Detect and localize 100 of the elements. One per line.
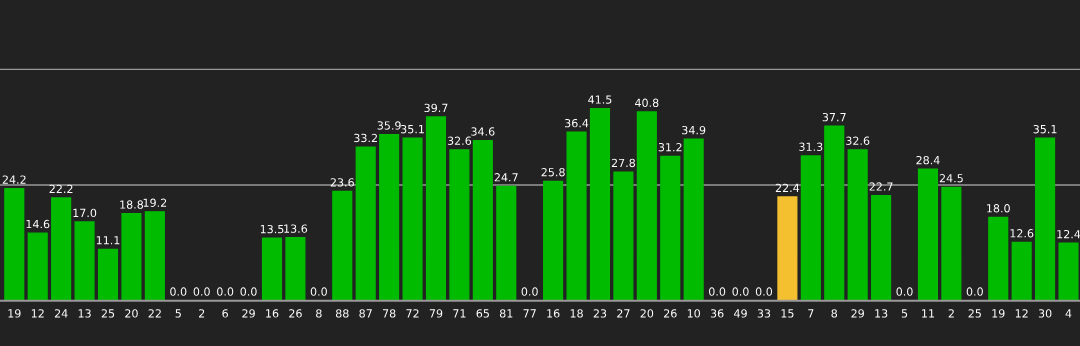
x-tick-label: 20 — [125, 309, 138, 318]
data-label: 0.0 — [217, 287, 234, 296]
x-tick-label: 11 — [922, 309, 934, 318]
data-label: 18.8 — [120, 200, 144, 209]
bar — [332, 190, 353, 301]
x-tick-label: 26 — [289, 309, 302, 318]
x-tick-label: 27 — [617, 309, 630, 318]
bar — [425, 116, 447, 301]
x-tick-label: 2 — [198, 309, 205, 318]
bar — [777, 196, 798, 301]
bar — [449, 149, 470, 301]
x-tick-label: 5 — [175, 309, 181, 318]
bar — [4, 188, 25, 301]
data-label: 28.4 — [916, 155, 940, 165]
bar — [1058, 242, 1079, 301]
data-label: 12.4 — [1057, 229, 1080, 239]
x-tick-label: 19 — [992, 309, 1005, 318]
x-tick-label: 20 — [640, 309, 654, 318]
data-label: 40.8 — [635, 98, 659, 108]
data-label: 24.5 — [939, 174, 963, 183]
data-label: 35.1 — [1033, 124, 1057, 134]
x-tick-label: 5 — [901, 309, 908, 318]
data-label: 0.0 — [755, 287, 773, 296]
data-label: 37.7 — [822, 112, 846, 122]
data-label: 22.2 — [49, 184, 73, 193]
data-label: 35.9 — [377, 121, 401, 130]
data-label: 34.9 — [682, 125, 706, 135]
bar — [683, 138, 704, 301]
bar — [355, 146, 376, 301]
data-label: 0.0 — [521, 287, 538, 296]
bar — [1035, 137, 1056, 301]
x-tick-label: 29 — [851, 309, 864, 318]
x-tick-label: 23 — [593, 309, 607, 318]
bar — [402, 137, 423, 301]
data-label: 22.7 — [869, 182, 893, 191]
x-tick-label: 25 — [968, 309, 981, 318]
bar — [74, 221, 95, 301]
data-label: 35.1 — [401, 124, 424, 134]
data-label: 36.4 — [565, 118, 589, 128]
data-label: 0.0 — [170, 287, 187, 296]
x-tick-label: 72 — [406, 309, 419, 318]
bar — [660, 155, 681, 301]
bar — [496, 185, 517, 301]
x-tick-label: 24 — [54, 309, 68, 318]
data-label: 27.8 — [611, 158, 636, 168]
data-label: 14.6 — [26, 219, 50, 229]
bar — [27, 232, 48, 301]
data-label: 41.5 — [588, 95, 612, 104]
bar — [121, 213, 142, 301]
bar — [51, 197, 72, 301]
bar — [472, 139, 493, 301]
bar — [144, 211, 165, 301]
bar — [636, 111, 657, 301]
bar — [613, 171, 634, 301]
x-tick-label: 19 — [8, 309, 21, 318]
x-tick-label: 15 — [781, 309, 794, 318]
data-label: 0.0 — [709, 287, 726, 296]
data-label: 24.7 — [494, 173, 518, 182]
bar — [566, 131, 587, 301]
data-label: 13.5 — [260, 224, 284, 234]
x-tick-label: 29 — [242, 309, 255, 318]
x-tick-label: 77 — [523, 309, 536, 318]
data-label: 0.0 — [966, 287, 983, 296]
x-tick-label: 12 — [31, 309, 44, 318]
bar — [261, 237, 283, 301]
x-tick-label: 36 — [710, 309, 724, 318]
data-label: 0.0 — [310, 287, 327, 296]
data-label: 31.3 — [799, 142, 823, 151]
data-label: 39.7 — [424, 103, 448, 113]
x-tick-label: 79 — [429, 309, 443, 318]
x-tick-label: 10 — [687, 309, 701, 318]
data-label: 32.6 — [447, 136, 472, 145]
bar — [988, 216, 1009, 301]
x-tick-label: 13 — [78, 309, 91, 318]
bar — [379, 133, 400, 301]
x-tick-label: 65 — [476, 309, 489, 318]
data-label: 24.2 — [2, 175, 26, 184]
bar — [941, 186, 962, 301]
x-tick-label: 30 — [1038, 309, 1052, 318]
x-tick-label: 12 — [1015, 309, 1028, 318]
bar — [824, 125, 845, 301]
data-label: 17.0 — [73, 208, 97, 218]
data-label: 25.8 — [541, 167, 565, 177]
data-label: 23.6 — [330, 178, 354, 187]
bar — [589, 108, 611, 301]
data-label: 22.4 — [775, 183, 800, 192]
data-label: 11.1 — [96, 236, 120, 245]
data-label: 0.0 — [732, 287, 749, 296]
x-tick-label: 26 — [664, 309, 677, 318]
data-label: 19.2 — [143, 198, 167, 207]
x-tick-label: 6 — [222, 309, 228, 318]
data-label: 0.0 — [193, 287, 210, 296]
data-label: 33.2 — [354, 133, 377, 143]
x-tick-label: 88 — [335, 309, 349, 318]
data-label: 12.6 — [1010, 229, 1034, 238]
bar — [285, 237, 306, 301]
bar — [917, 168, 939, 301]
x-tick-label: 4 — [1065, 309, 1072, 318]
data-label: 31.2 — [658, 143, 682, 152]
bar — [871, 194, 892, 301]
